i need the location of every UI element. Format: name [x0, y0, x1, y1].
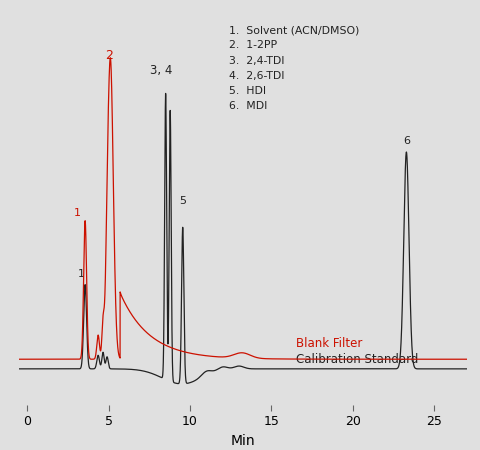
Text: 3, 4: 3, 4 — [150, 64, 172, 77]
X-axis label: Min: Min — [230, 434, 255, 448]
Text: 1.  Solvent (ACN/DMSO)
2.  1-2PP
3.  2,4-TDI
4.  2,6-TDI
5.  HDI
6.  MDI: 1. Solvent (ACN/DMSO) 2. 1-2PP 3. 2,4-TD… — [229, 25, 359, 111]
Text: 2: 2 — [105, 49, 112, 62]
Text: 1: 1 — [74, 208, 81, 218]
Text: Calibration Standard: Calibration Standard — [295, 353, 417, 366]
Text: 1: 1 — [77, 269, 84, 279]
Text: Blank Filter: Blank Filter — [295, 337, 361, 350]
Text: 6: 6 — [402, 136, 409, 146]
Text: 5: 5 — [179, 196, 186, 206]
